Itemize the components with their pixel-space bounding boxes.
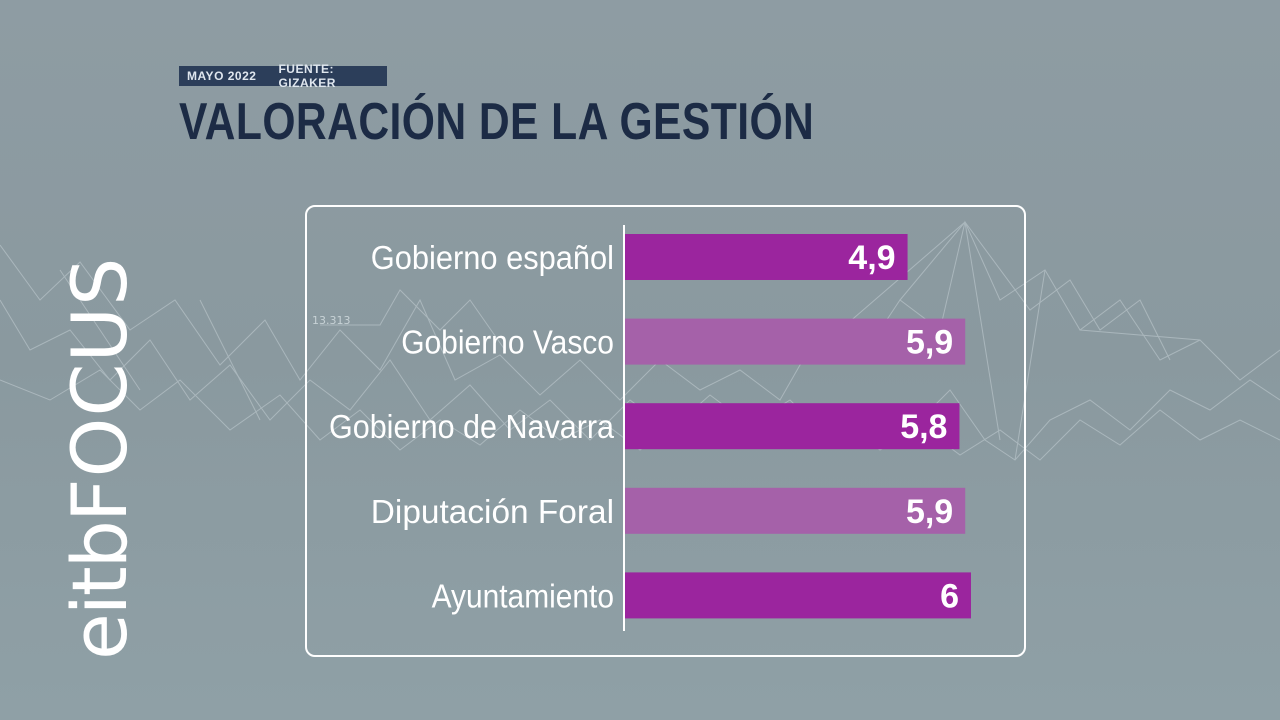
category-label: Gobierno de Navarra bbox=[329, 408, 615, 445]
bar-chart: Gobierno español 4,9 Gobierno Vasco 5,9 Gobi… bbox=[329, 225, 971, 631]
category-label: Gobierno Vasco bbox=[401, 324, 614, 361]
data-label: 5,9 bbox=[906, 493, 953, 531]
category-label: Gobierno español bbox=[371, 239, 614, 276]
logo-focus-text: FOCUS bbox=[55, 256, 144, 523]
bar bbox=[625, 403, 960, 450]
data-label: 6 bbox=[940, 577, 959, 615]
logo-eitb-text: eitb bbox=[55, 522, 144, 660]
category-label: Diputación Foral bbox=[371, 493, 614, 530]
data-label: 5,9 bbox=[906, 324, 953, 362]
page-title: VALORACIÓN DE LA GESTIÓN bbox=[179, 93, 815, 151]
bar bbox=[625, 572, 971, 619]
bar bbox=[625, 234, 908, 280]
category-label: Ayuntamiento bbox=[432, 577, 614, 614]
background-number-label: 13.313 bbox=[312, 314, 351, 327]
chart-panel: Gobierno español 4,9 Gobierno Vasco 5,9 Gobi… bbox=[305, 205, 1026, 657]
data-label: 4,9 bbox=[848, 239, 895, 277]
bar bbox=[625, 318, 966, 365]
eitb-focus-logo: eitbFOCUS bbox=[55, 257, 144, 660]
data-label: 5,8 bbox=[900, 408, 947, 446]
date-label: MAYO 2022 bbox=[187, 69, 257, 83]
meta-strip: MAYO 2022 FUENTE: GIZAKER bbox=[179, 62, 387, 90]
source-label: FUENTE: GIZAKER bbox=[278, 62, 336, 90]
bar bbox=[625, 487, 966, 534]
